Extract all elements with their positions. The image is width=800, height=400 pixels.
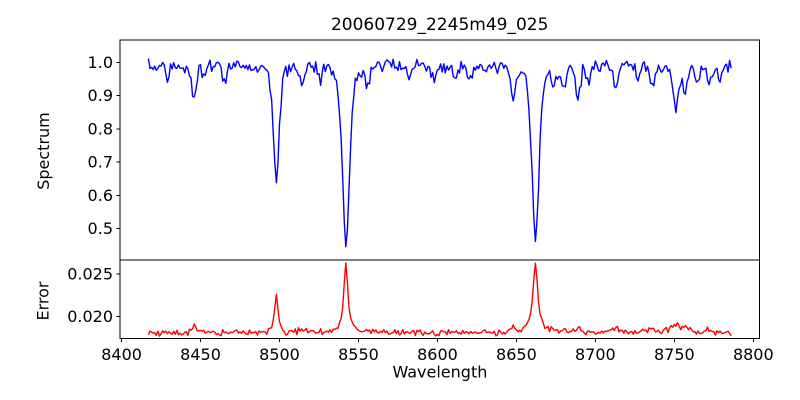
x-tick-label: 8750 [654,345,695,364]
spectrum-y-tick-label: 0.5 [88,219,113,238]
spectrum-y-tick-label: 0.6 [88,186,113,205]
x-tick-label: 8700 [575,345,616,364]
spectrum-panel-border [119,39,760,261]
x-tick-label: 8800 [733,345,774,364]
plot-generated-layer: 1.0 0.9 0.8 0.7 0.6 0.5 0.025 0.020 8400 8450 8500… [67,39,774,364]
spectrum-y-axis-label: Spectrum [34,112,53,190]
error-panel-border [119,259,760,339]
spectrum-y-tick-label: 0.8 [88,119,113,138]
error-y-tick-label: 0.025 [67,264,113,283]
spectrum-y-tick-label: 0.7 [88,153,113,172]
x-axis-label: Wavelength [392,363,487,382]
spectrum-y-tick-label: 0.9 [88,86,113,105]
x-tick-label: 8400 [101,345,142,364]
plot-title: 20060729_2245m49_025 [331,15,548,35]
x-tick-label: 8650 [496,345,537,364]
spectrum-curve [147,58,732,248]
error-y-axis-label: Error [34,281,53,320]
error-y-tick-label: 0.020 [67,307,113,326]
x-tick-label: 8450 [180,345,221,364]
error-curve [147,262,732,337]
x-tick-label: 8600 [417,345,458,364]
x-tick-label: 8550 [338,345,379,364]
x-tick-label: 8500 [259,345,300,364]
spectrum-y-tick-label: 1.0 [88,53,113,72]
